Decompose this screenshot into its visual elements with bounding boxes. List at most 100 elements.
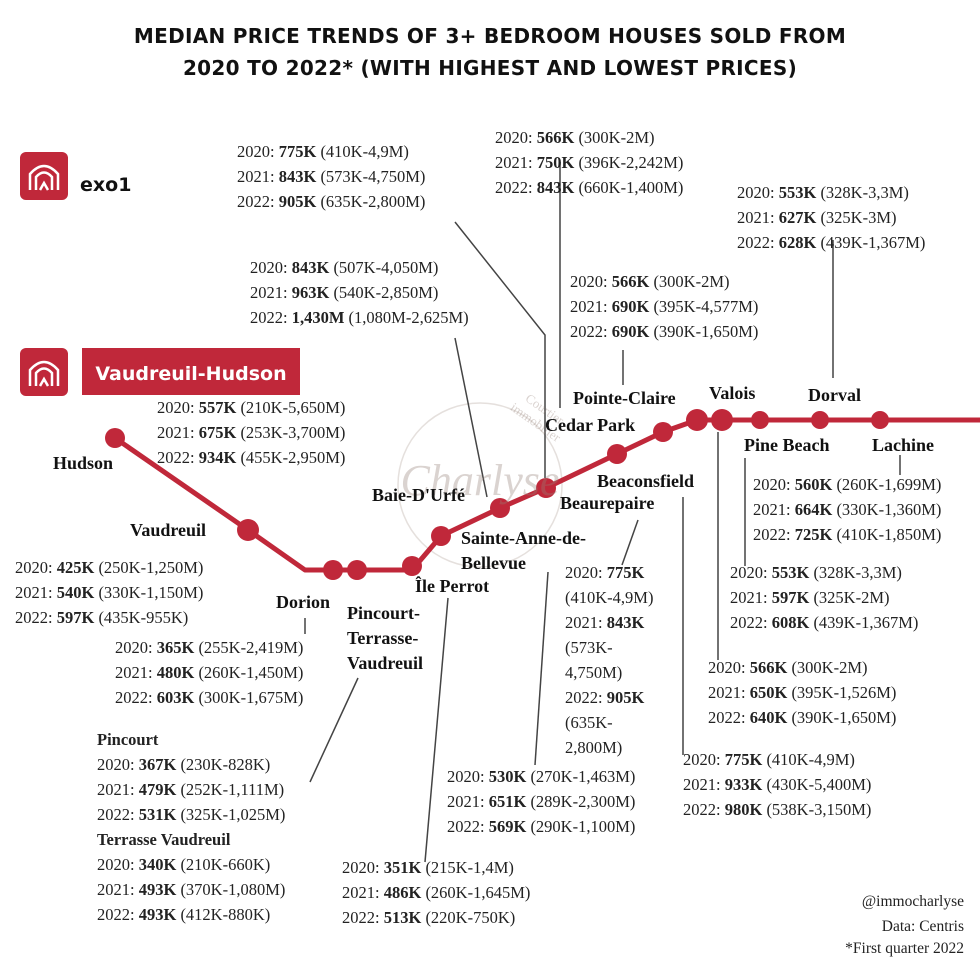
median-price: 480K bbox=[156, 663, 195, 682]
station-name: Valois bbox=[709, 383, 756, 403]
year: 2021: bbox=[570, 297, 608, 316]
median-price: 493K bbox=[138, 880, 177, 899]
logo-box bbox=[20, 348, 68, 396]
price-range: (395K-4,577M) bbox=[653, 297, 759, 316]
year: 2022: bbox=[730, 613, 768, 632]
station-name: Beaurepaire bbox=[560, 493, 655, 513]
year: 2022: bbox=[342, 908, 380, 927]
price-line: 2022: 603K (300K-1,675M) bbox=[115, 685, 303, 710]
year: 2022: bbox=[115, 688, 153, 707]
price-line: 2020: 553K (328K-3,3M) bbox=[730, 560, 918, 585]
median-price: 843K bbox=[536, 178, 575, 197]
median-price: 367K bbox=[138, 755, 177, 774]
price-block: 2020: 775K (410K-4,9M) 2021: 933K (430K-5… bbox=[683, 747, 871, 822]
year: 2021: bbox=[565, 613, 603, 632]
price-line: 2022: 1,430M (1,080M-2,625M) bbox=[250, 305, 469, 330]
station-name: Sainte-Anne-de-Bellevue bbox=[461, 528, 586, 573]
price-range: (210K-5,650M) bbox=[240, 398, 346, 417]
year: 2022: bbox=[157, 448, 195, 467]
median-price: 664K bbox=[794, 500, 833, 519]
station-name: Vaudreuil bbox=[130, 520, 207, 540]
footer-note: @immocharlyse bbox=[861, 893, 964, 910]
year: 2022: bbox=[737, 233, 775, 252]
median-price: 597K bbox=[771, 588, 810, 607]
price-block: 2020: 530K (270K-1,463M) 2021: 651K (289K… bbox=[447, 764, 635, 839]
station-dots bbox=[105, 409, 889, 580]
price-line: 2020: 775K (410K-4,9M) bbox=[237, 139, 425, 164]
year: 2021: bbox=[157, 423, 195, 442]
price-range: (370K-1,080M) bbox=[180, 880, 286, 899]
price-line: 2021: 664K (330K-1,360M) bbox=[753, 497, 941, 522]
year: 2021: bbox=[683, 775, 721, 794]
price-range: (635K-2,800M) bbox=[320, 192, 426, 211]
year: 2021: bbox=[737, 208, 775, 227]
price-block: 2020: 553K (328K-3,3M) 2021: 597K (325K-2… bbox=[730, 560, 918, 635]
median-price: 750K bbox=[536, 153, 575, 172]
price-range: (1,080M-2,625M) bbox=[348, 308, 469, 327]
price-range: (328K-3,3M) bbox=[813, 563, 902, 582]
price-range: (289K-2,300M) bbox=[530, 792, 636, 811]
median-price: 651K bbox=[488, 792, 527, 811]
year: 2021: bbox=[342, 883, 380, 902]
price-line: 2022: 725K (410K-1,850M) bbox=[753, 522, 941, 547]
price-range: (230K-828K) bbox=[180, 755, 271, 774]
price-block: 2020: 566K (300K-2M) 2021: 750K (396K-2,2… bbox=[495, 125, 683, 200]
logo-icon bbox=[28, 360, 60, 387]
price-range: (300K-2M) bbox=[653, 272, 730, 291]
price-line: 2020: 775K (410K-4,9M) bbox=[683, 747, 871, 772]
leader bbox=[309, 677, 359, 783]
price-range: (330K-1,150M) bbox=[98, 583, 204, 602]
price-range: (300K-2M) bbox=[791, 658, 868, 677]
median-price: 675K bbox=[198, 423, 237, 442]
leader bbox=[534, 571, 549, 766]
price-line: 2020: 340K (210K-660K) bbox=[97, 852, 285, 877]
price-line: 2021: 750K (396K-2,242M) bbox=[495, 150, 683, 175]
median-price: 513K bbox=[383, 908, 422, 927]
station-name: Dorval bbox=[808, 385, 861, 405]
price-line: 2022: 513K (220K-750K) bbox=[342, 905, 530, 930]
year: 2020: bbox=[15, 558, 53, 577]
year: 2020: bbox=[250, 258, 288, 277]
price-line: 2022: 628K (439K-1,367M) bbox=[737, 230, 925, 255]
price-range: (270K-1,463M) bbox=[530, 767, 636, 786]
median-price: 628K bbox=[778, 233, 817, 252]
median-price: 627K bbox=[778, 208, 817, 227]
median-price: 963K bbox=[291, 283, 330, 302]
title: 2020 TO 2022* (WITH HIGHEST AND LOWEST P… bbox=[182, 56, 798, 80]
price-line: 2021: 651K (289K-2,300M) bbox=[447, 789, 635, 814]
median-price: 425K bbox=[56, 558, 95, 577]
price-line: 2021: 675K (253K-3,700M) bbox=[157, 420, 345, 445]
station-name: Cedar Park bbox=[545, 415, 636, 435]
median-price: 1,430M bbox=[291, 308, 345, 327]
station-dot bbox=[653, 422, 673, 442]
year: 2022: bbox=[708, 708, 746, 727]
station-name: Pointe-Claire bbox=[573, 388, 676, 408]
station-dot bbox=[347, 560, 367, 580]
median-price: 980K bbox=[724, 800, 763, 819]
median-price: 365K bbox=[156, 638, 195, 657]
station-name: Pincourt-Terrasse-Vaudreuil bbox=[347, 603, 424, 673]
price-range: (435K-955K) bbox=[98, 608, 189, 627]
footer-note: *First quarter 2022 bbox=[845, 940, 964, 957]
price-range: (410K-4,9M) bbox=[320, 142, 409, 161]
price-line: 2020: 566K (300K-2M) bbox=[570, 269, 758, 294]
median-price: 540K bbox=[56, 583, 95, 602]
year: 2020: bbox=[157, 398, 195, 417]
year: 2020: bbox=[753, 475, 791, 494]
price-line: 2021: 963K (540K-2,850M) bbox=[250, 280, 469, 305]
median-price: 531K bbox=[138, 805, 177, 824]
median-price: 486K bbox=[383, 883, 422, 902]
price-block: 2020: 557K (210K-5,650M) 2021: 675K (253K… bbox=[157, 395, 345, 470]
price-range: (260K-1,450M) bbox=[198, 663, 304, 682]
price-line: 2020: 530K (270K-1,463M) bbox=[447, 764, 635, 789]
median-price: 566K bbox=[536, 128, 575, 147]
station-dot bbox=[323, 560, 343, 580]
price-range: (410K-4,9M) bbox=[766, 750, 855, 769]
station-dot bbox=[402, 556, 422, 576]
price-line: 2020: 351K (215K-1,4M) bbox=[342, 855, 530, 880]
watermark-name: Charlyse bbox=[400, 456, 560, 505]
year: 2022: bbox=[495, 178, 533, 197]
price-range: (220K-750K) bbox=[425, 908, 516, 927]
station-dot bbox=[686, 409, 708, 431]
price-range: (328K-3,3M) bbox=[820, 183, 909, 202]
